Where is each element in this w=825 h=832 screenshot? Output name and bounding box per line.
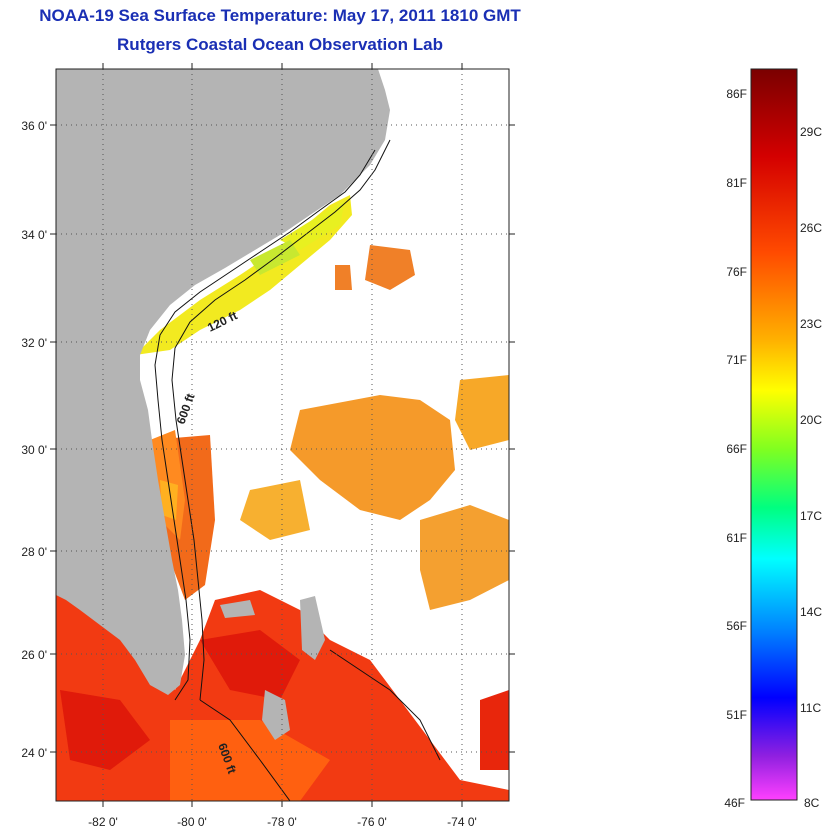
colorbar-f-labels: 86F 81F 76F 71F 66F 61F 56F 51F 46F <box>724 87 747 810</box>
lat-label: 32 0' <box>21 336 47 350</box>
colorbar-c-label: 23C <box>800 317 822 331</box>
bahamas-land <box>262 690 290 740</box>
colorbar-f-label: 71F <box>726 353 747 367</box>
colorbar-f-label: 66F <box>726 442 747 456</box>
colorbar-c-label: 17C <box>800 509 822 523</box>
colorbar-f-label: 81F <box>726 176 747 190</box>
lat-label: 24 0' <box>21 746 47 760</box>
longitude-labels: -82 0' -80 0' -78 0' -76 0' -74 0' <box>88 815 477 829</box>
isobath-120ft <box>154 149 376 701</box>
colorbar-f-label: 56F <box>726 619 747 633</box>
colorbar-f-label: 46F <box>724 796 745 810</box>
colorbar-f-label: 61F <box>726 531 747 545</box>
colorbar-c-label: 11C <box>800 701 821 715</box>
lon-label: -76 0' <box>357 815 387 829</box>
colorbar-c-label: 29C <box>800 125 822 139</box>
map-subtitle: Rutgers Coastal Ocean Observation Lab <box>117 35 443 54</box>
lat-label: 36 0' <box>21 119 47 133</box>
colorbar-c-label: 8C <box>804 796 820 810</box>
lat-label: 26 0' <box>21 648 47 662</box>
lon-label: -74 0' <box>447 815 477 829</box>
colorbar-c-label: 14C <box>800 605 822 619</box>
colorbar-c-label: 26C <box>800 221 822 235</box>
colorbar-c-label: 20C <box>800 413 822 427</box>
latitude-labels: 36 0' 34 0' 32 0' 30 0' 28 0' 26 0' 24 0… <box>21 119 47 760</box>
lon-label: -80 0' <box>177 815 207 829</box>
lat-label: 28 0' <box>21 545 47 559</box>
colorbar <box>750 68 798 801</box>
map-title: NOAA-19 Sea Surface Temperature: May 17,… <box>39 6 521 25</box>
colorbar-f-label: 76F <box>726 265 747 279</box>
lat-label: 30 0' <box>21 443 47 457</box>
lon-label: -82 0' <box>88 815 118 829</box>
colorbar-f-label: 51F <box>726 708 747 722</box>
colorbar-c-labels: 29C 26C 23C 20C 17C 14C 11C 8C <box>800 125 822 810</box>
colorbar-f-label: 86F <box>726 87 747 101</box>
isobath-600ft <box>171 139 391 701</box>
land-mass <box>56 69 390 695</box>
sst-region-central <box>290 395 455 520</box>
lat-label: 34 0' <box>21 228 47 242</box>
lon-label: -78 0' <box>267 815 297 829</box>
